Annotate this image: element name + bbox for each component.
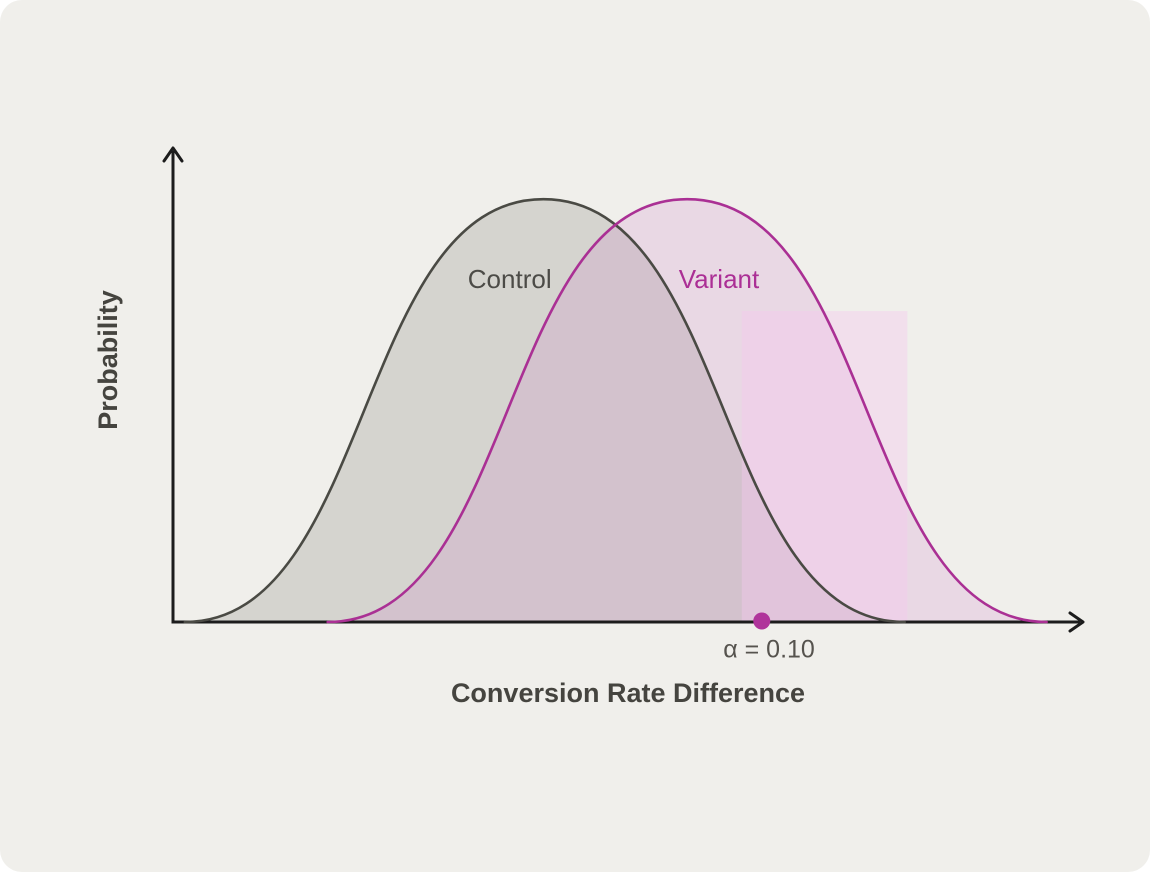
variant-label: Variant <box>679 264 760 294</box>
variant-area-fill <box>327 199 1047 622</box>
control-label: Control <box>468 264 552 294</box>
control-curve <box>183 197 906 624</box>
y-axis-title: Probability <box>93 290 123 430</box>
axes-lines <box>171 151 1080 624</box>
y-axis-arrow-icon <box>162 146 184 163</box>
alpha-region <box>741 311 908 622</box>
alpha-threshold-label: α = 0.10 <box>723 636 815 664</box>
x-axis-arrow-icon <box>1068 611 1085 633</box>
x-axis-title: Conversion Rate Difference <box>451 678 805 708</box>
alpha-threshold-marker <box>753 612 771 630</box>
variant-curve <box>326 197 1048 624</box>
control-area-fill <box>184 199 905 622</box>
